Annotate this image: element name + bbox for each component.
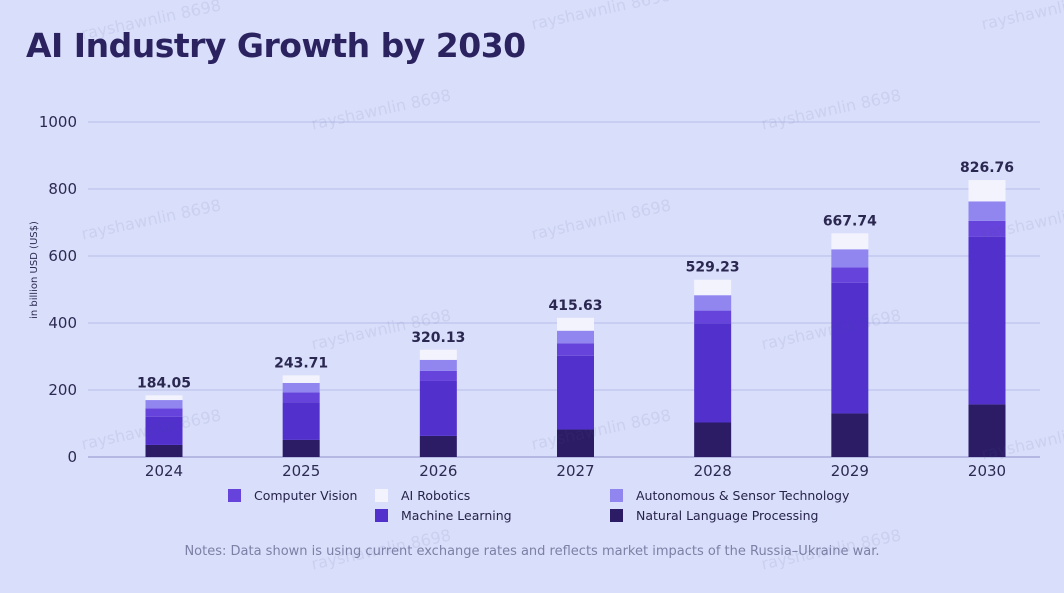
bar-segment — [831, 267, 869, 283]
bar-segment — [968, 220, 1006, 237]
x-tick-label: 2027 — [556, 462, 594, 480]
bar-segment — [968, 236, 1006, 405]
bar-segment — [282, 392, 320, 403]
bar-segment — [557, 355, 594, 430]
legend-label: Natural Language Processing — [636, 508, 819, 523]
bar-segment — [557, 317, 594, 331]
y-axis-label: in billion USD (US$) — [29, 221, 40, 319]
bar-segment — [968, 404, 1006, 457]
bar-total-label: 667.74 — [823, 213, 877, 229]
legend-item-autonomous-sensor: Autonomous & Sensor Technology — [610, 488, 849, 503]
bar-segment — [145, 416, 183, 445]
legend-item-ai-robotics: AI Robotics — [375, 488, 470, 503]
legend-swatch — [228, 489, 241, 502]
y-tick-label: 1000 — [39, 113, 77, 131]
legend-label: Machine Learning — [401, 508, 512, 523]
bar-segment — [145, 408, 183, 417]
bar-segment — [282, 382, 320, 393]
legend-item-machine-learning: Machine Learning — [375, 508, 512, 523]
bar-segment — [419, 349, 457, 360]
legend: Computer Vision AI Robotics Autonomous &… — [228, 488, 888, 530]
legend-item-nlp: Natural Language Processing — [610, 508, 819, 523]
footnote: Notes: Data shown is using current excha… — [184, 544, 880, 559]
bar-segment — [419, 435, 457, 457]
bar-segment — [831, 249, 869, 268]
legend-label: Computer Vision — [254, 488, 358, 503]
x-tick-label: 2024 — [145, 462, 183, 480]
bar-segment — [557, 343, 594, 356]
y-tick-label: 400 — [48, 314, 77, 332]
bar-segment — [694, 323, 732, 423]
stacked-bar-chart: 0 200 400 600 800 1000 in billion USD (US$) 184… — [29, 113, 1040, 480]
x-tick-label: 2025 — [282, 462, 320, 480]
bar-segment — [831, 413, 869, 457]
bar-segment — [557, 429, 594, 457]
bar-total-label: 243.71 — [274, 355, 328, 371]
bar-segment — [694, 310, 732, 324]
legend-swatch — [610, 509, 623, 522]
bar-segment — [557, 330, 594, 344]
bar-segment — [694, 422, 732, 457]
bar-total-label: 826.76 — [960, 160, 1014, 176]
bar-total-label: 529.23 — [686, 260, 740, 276]
bar-total-label: 184.05 — [137, 375, 191, 391]
y-tick-label: 600 — [48, 247, 77, 265]
y-tick-label: 0 — [67, 448, 77, 466]
bar-segment — [419, 370, 457, 381]
bar-segment — [968, 201, 1006, 221]
bar-segment — [968, 180, 1006, 202]
x-tick-label: 2030 — [968, 462, 1006, 480]
legend-item-computer-vision: Computer Vision — [228, 488, 357, 503]
y-tick-label: 800 — [48, 180, 77, 198]
bar-segment — [831, 233, 869, 250]
y-tick-label: 200 — [48, 381, 77, 399]
bar-segment — [694, 295, 732, 311]
bar-segment — [419, 359, 457, 371]
legend-swatch — [375, 509, 388, 522]
legend-label: AI Robotics — [401, 488, 471, 503]
chart-title: AI Industry Growth by 2030 — [26, 26, 526, 65]
bar-segment — [831, 282, 869, 414]
legend-swatch — [375, 489, 388, 502]
x-tick-label: 2029 — [831, 462, 869, 480]
legend-swatch — [610, 489, 623, 502]
bar-segment — [419, 380, 457, 436]
x-tick-label: 2026 — [419, 462, 457, 480]
bar-segment — [145, 400, 183, 409]
bar-total-label: 415.63 — [548, 298, 602, 314]
bar-segment — [282, 439, 320, 457]
bar-segment — [694, 279, 732, 296]
bar-total-label: 320.13 — [411, 330, 465, 346]
bar-segment — [145, 444, 183, 457]
x-tick-label: 2028 — [694, 462, 732, 480]
bar-segment — [282, 402, 320, 440]
bar-segment — [145, 395, 183, 401]
bar-segment — [282, 375, 320, 383]
legend-label: Autonomous & Sensor Technology — [636, 488, 850, 503]
